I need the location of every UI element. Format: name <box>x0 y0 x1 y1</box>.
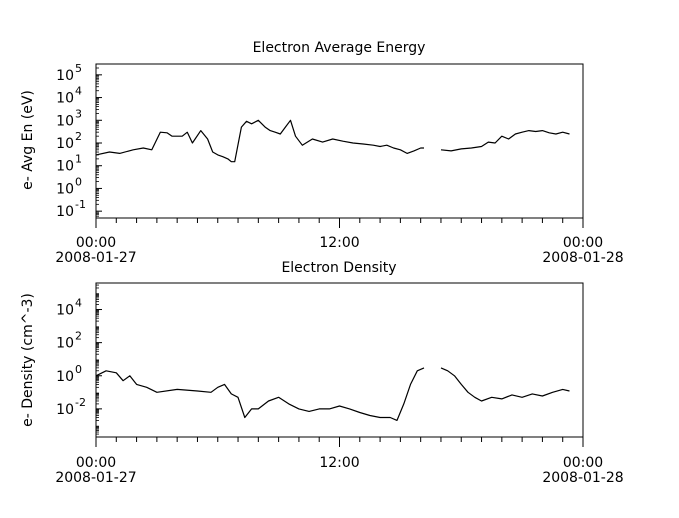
density-y-tick-exponent: 0 <box>75 363 82 376</box>
density-y-tick-exponent: -2 <box>75 396 86 409</box>
density-y-tick-label: 10 <box>56 369 74 385</box>
energy-y-tick-label: 10 <box>56 136 74 152</box>
energy-y-tick-exponent: 3 <box>75 107 82 120</box>
density-panel: Electron Density e- Density (cm^-3) 10 -2… <box>20 260 624 486</box>
density-y-tick-exponent: 2 <box>75 330 82 343</box>
energy-y-axis-label: e- Avg En (eV) <box>20 90 36 190</box>
density-series <box>95 367 570 421</box>
energy-y-tick-exponent: 0 <box>75 175 82 188</box>
energy-y-tick-label: 10 <box>56 91 74 107</box>
energy-y-tick-label: 10 <box>56 181 74 197</box>
energy-x-tick-label: 00:00 <box>76 235 116 251</box>
density-chart-title: Electron Density <box>281 260 396 276</box>
energy-chart-title: Electron Average Energy <box>253 40 426 56</box>
density-series-line <box>95 367 570 421</box>
energy-series <box>95 119 570 163</box>
density-x-tick-label: 12:00 <box>319 455 359 471</box>
energy-y-tick-exponent: 4 <box>75 85 82 98</box>
energy-y-tick-exponent: 5 <box>75 62 82 75</box>
energy-y-tick-label: 10 <box>56 159 74 175</box>
density-plot-frame <box>95 282 584 438</box>
energy-y-tick-label: 10 <box>56 113 74 129</box>
energy-y-tick-label: 10 <box>56 68 74 84</box>
density-y-tick-label: 10 <box>56 303 74 319</box>
density-y-tick-label: 10 <box>56 402 74 418</box>
energy-x-tick-date: 2008-01-28 <box>542 250 623 266</box>
density-y-axis-label: e- Density (cm^-3) <box>20 293 36 427</box>
energy-y-tick-exponent: -1 <box>75 198 86 211</box>
density-x-tick-date: 2008-01-28 <box>542 470 623 486</box>
density-x-tick-date: 2008-01-27 <box>55 470 136 486</box>
energy-x-tick-label: 00:00 <box>563 235 603 251</box>
energy-y-tick-exponent: 1 <box>75 153 82 166</box>
energy-series-line <box>95 119 570 163</box>
energy-panel: Electron Average Energy e- Avg En (eV) 1… <box>20 40 624 266</box>
density-x-tick-label: 00:00 <box>563 455 603 471</box>
energy-y-tick-exponent: 2 <box>75 130 82 143</box>
energy-x-tick-date: 2008-01-27 <box>55 250 136 266</box>
density-y-tick-label: 10 <box>56 336 74 352</box>
energy-y-tick-label: 10 <box>56 204 74 220</box>
density-y-tick-exponent: 4 <box>75 297 82 310</box>
density-x-tick-label: 00:00 <box>76 455 116 471</box>
energy-x-tick-label: 12:00 <box>319 235 359 251</box>
